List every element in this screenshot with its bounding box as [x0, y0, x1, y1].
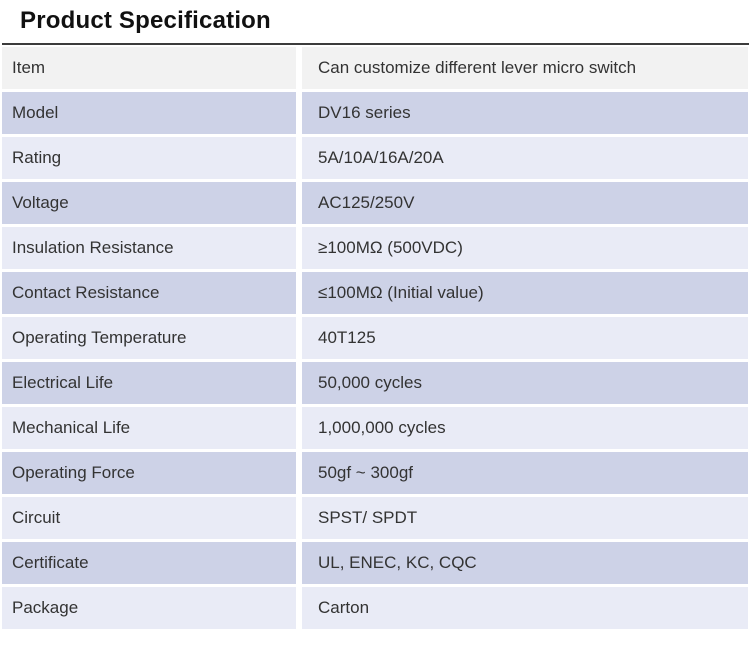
spec-row-label: Voltage: [2, 182, 296, 224]
spec-row-label: Package: [2, 587, 296, 629]
spec-row-label: Operating Force: [2, 452, 296, 494]
page-title: Product Specification: [20, 7, 271, 34]
spec-row-value: UL, ENEC, KC, CQC: [302, 542, 748, 584]
spec-row-value: 40T125: [302, 317, 748, 359]
spec-row-label: Insulation Resistance: [2, 227, 296, 269]
spec-row-label: Electrical Life: [2, 362, 296, 404]
spec-row-value: 50,000 cycles: [302, 362, 748, 404]
spec-row-value: ≤100MΩ (Initial value): [302, 272, 748, 314]
spec-row-label: Item: [2, 47, 296, 89]
product-spec-table: Item Can customize different lever micro …: [2, 47, 748, 629]
spec-row-value: 1,000,000 cycles: [302, 407, 748, 449]
spec-row-label: Contact Resistance: [2, 272, 296, 314]
spec-row-value: 50gf ~ 300gf: [302, 452, 748, 494]
table-top-rule: [2, 43, 749, 45]
spec-row-label: Rating: [2, 137, 296, 179]
spec-row-value: Can customize different lever micro swit…: [302, 47, 748, 89]
spec-row-value: SPST/ SPDT: [302, 497, 748, 539]
spec-row-label: Certificate: [2, 542, 296, 584]
spec-row-value: ≥100MΩ (500VDC): [302, 227, 748, 269]
spec-row-value: AC125/250V: [302, 182, 748, 224]
spec-row-label: Model: [2, 92, 296, 134]
spec-row-value: Carton: [302, 587, 748, 629]
spec-row-value: DV16 series: [302, 92, 748, 134]
spec-row-label: Mechanical Life: [2, 407, 296, 449]
spec-row-label: Circuit: [2, 497, 296, 539]
spec-row-value: 5A/10A/16A/20A: [302, 137, 748, 179]
spec-row-label: Operating Temperature: [2, 317, 296, 359]
